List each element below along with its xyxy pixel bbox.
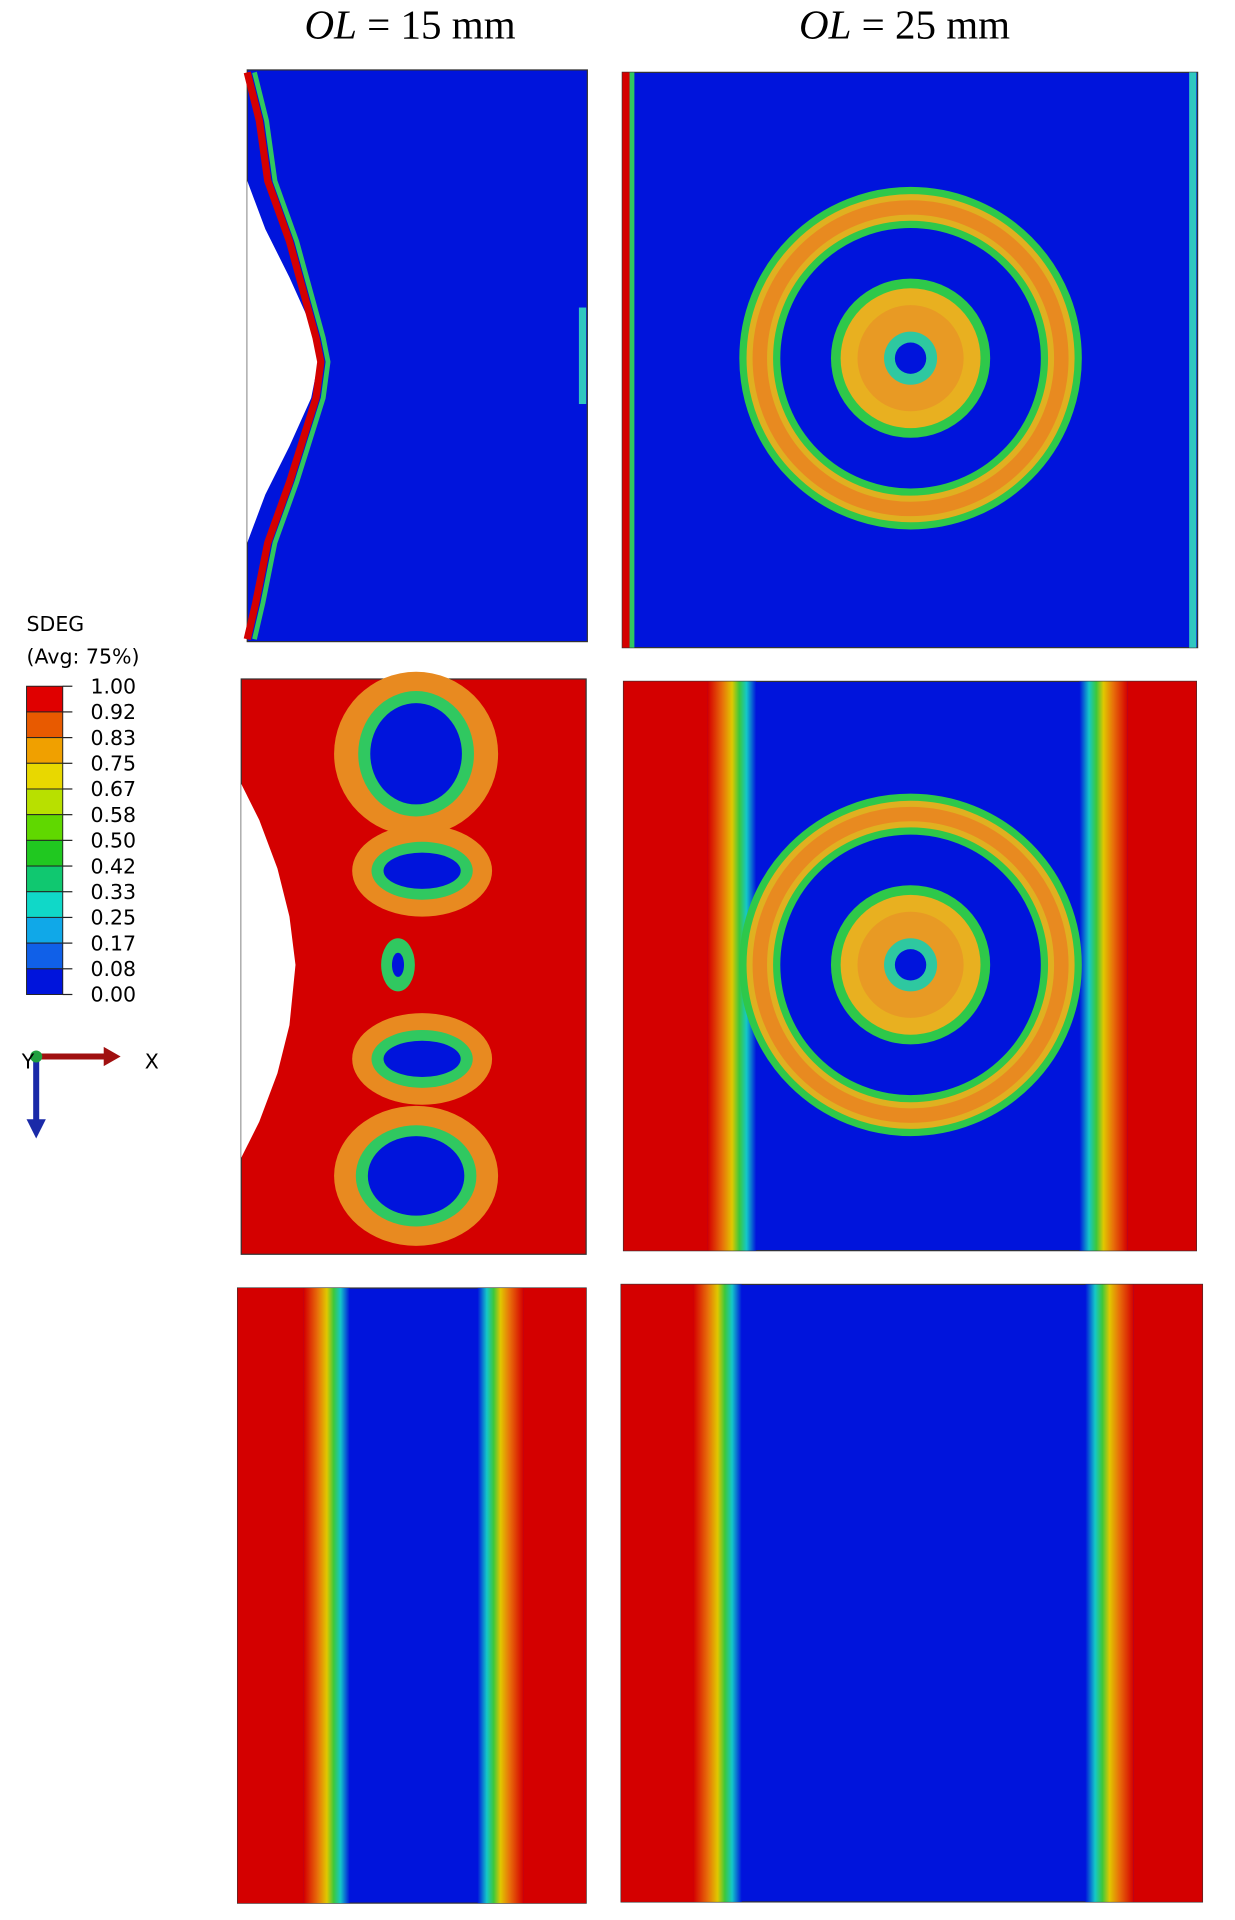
legend-label: 0.33 bbox=[90, 880, 136, 904]
legend-label: 1.00 bbox=[90, 674, 136, 698]
column-title: OL = 15 mm bbox=[305, 2, 516, 48]
panel bbox=[236, 1287, 587, 1904]
legend-swatch bbox=[26, 839, 64, 867]
legend-swatch bbox=[26, 891, 64, 918]
legend-label: 0.83 bbox=[90, 726, 136, 750]
oval bbox=[381, 938, 415, 992]
legend-label: 0.67 bbox=[90, 777, 136, 801]
x-label: X bbox=[145, 1050, 159, 1074]
legend-swatch bbox=[26, 814, 64, 841]
oval bbox=[352, 824, 493, 917]
panel bbox=[622, 680, 1197, 1252]
legend-swatch bbox=[26, 762, 64, 790]
oval bbox=[352, 1013, 493, 1105]
legend-swatch bbox=[26, 788, 64, 816]
oval bbox=[334, 671, 499, 836]
symbol: OL bbox=[305, 2, 357, 48]
legend-subtitle: (Avg: 75%) bbox=[27, 644, 140, 668]
legend-swatch bbox=[26, 968, 64, 995]
legend-label: 0.75 bbox=[90, 752, 136, 776]
legend-swatch bbox=[26, 916, 64, 944]
legend-label: 0.00 bbox=[90, 983, 136, 1007]
oval bbox=[334, 1105, 499, 1246]
legend-label: 0.50 bbox=[90, 829, 136, 853]
legend-swatch bbox=[26, 737, 64, 764]
legend-label: 0.42 bbox=[90, 854, 136, 878]
panel bbox=[243, 69, 588, 643]
column-text: = 25 mm bbox=[862, 2, 1011, 48]
legend-label: 0.17 bbox=[90, 931, 136, 955]
legend-swatch bbox=[26, 865, 64, 893]
symbol: OL bbox=[799, 2, 851, 48]
legend-label: 0.25 bbox=[90, 906, 136, 930]
axis-triad: X Y bbox=[21, 1046, 159, 1139]
panel bbox=[240, 671, 587, 1255]
legend-title: SDEG bbox=[27, 612, 85, 636]
legend-swatch bbox=[26, 942, 64, 970]
legend-swatch bbox=[26, 711, 64, 739]
column-text: = 15 mm bbox=[367, 2, 516, 48]
legend-label: 0.08 bbox=[90, 957, 136, 981]
legend-label: 0.58 bbox=[90, 803, 136, 827]
panel bbox=[620, 1283, 1204, 1903]
legend-swatch bbox=[26, 685, 64, 713]
legend: 1.000.920.830.750.670.580.500.420.330.25… bbox=[26, 674, 136, 1007]
panel bbox=[621, 71, 1199, 649]
y-label: Y bbox=[21, 1050, 35, 1074]
column-title: OL = 25 mm bbox=[799, 2, 1010, 48]
legend-label: 0.92 bbox=[90, 700, 136, 724]
